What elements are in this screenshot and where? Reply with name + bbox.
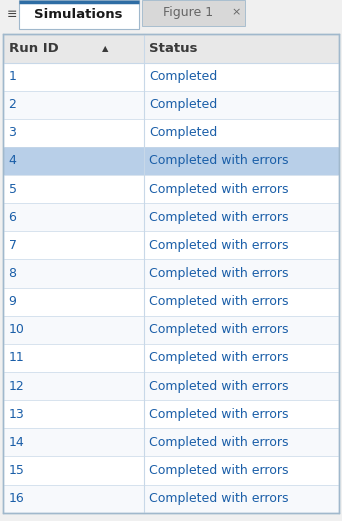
- FancyBboxPatch shape: [3, 344, 339, 372]
- Text: Completed with errors: Completed with errors: [149, 295, 289, 308]
- Text: Completed with errors: Completed with errors: [149, 464, 289, 477]
- Text: ×: ×: [231, 8, 241, 18]
- Text: 1: 1: [9, 70, 16, 83]
- FancyBboxPatch shape: [3, 316, 339, 344]
- Text: 3: 3: [9, 127, 16, 139]
- FancyBboxPatch shape: [3, 400, 339, 428]
- FancyBboxPatch shape: [3, 428, 339, 456]
- FancyBboxPatch shape: [3, 485, 339, 513]
- Text: Completed: Completed: [149, 98, 218, 111]
- Text: Figure 1: Figure 1: [163, 6, 213, 19]
- FancyBboxPatch shape: [3, 91, 339, 119]
- FancyBboxPatch shape: [3, 231, 339, 259]
- Text: 11: 11: [9, 352, 24, 364]
- FancyBboxPatch shape: [3, 203, 339, 231]
- Text: ≡: ≡: [7, 8, 17, 21]
- Text: ▲: ▲: [102, 44, 108, 53]
- Text: Completed with errors: Completed with errors: [149, 352, 289, 364]
- Text: 9: 9: [9, 295, 16, 308]
- Text: 15: 15: [9, 464, 24, 477]
- FancyBboxPatch shape: [3, 456, 339, 485]
- FancyBboxPatch shape: [0, 0, 342, 29]
- FancyBboxPatch shape: [3, 34, 339, 63]
- FancyBboxPatch shape: [3, 288, 339, 316]
- Text: 6: 6: [9, 211, 16, 224]
- Text: 16: 16: [9, 492, 24, 505]
- Text: Simulations: Simulations: [35, 8, 123, 21]
- Text: Completed with errors: Completed with errors: [149, 408, 289, 420]
- FancyBboxPatch shape: [19, 0, 139, 29]
- Text: Completed: Completed: [149, 70, 218, 83]
- Text: Completed with errors: Completed with errors: [149, 239, 289, 252]
- Text: 5: 5: [9, 183, 16, 195]
- Text: 13: 13: [9, 408, 24, 420]
- Text: Completed: Completed: [149, 127, 218, 139]
- Text: 7: 7: [9, 239, 16, 252]
- FancyBboxPatch shape: [142, 0, 245, 26]
- Text: 12: 12: [9, 380, 24, 392]
- Text: Completed with errors: Completed with errors: [149, 492, 289, 505]
- Text: Run ID: Run ID: [9, 42, 58, 55]
- FancyBboxPatch shape: [3, 63, 339, 91]
- Text: Completed with errors: Completed with errors: [149, 324, 289, 336]
- Text: Completed with errors: Completed with errors: [149, 155, 289, 167]
- Text: 14: 14: [9, 436, 24, 449]
- Text: Status: Status: [149, 42, 198, 55]
- Text: Completed with errors: Completed with errors: [149, 267, 289, 280]
- FancyBboxPatch shape: [3, 119, 339, 147]
- Text: Completed with errors: Completed with errors: [149, 380, 289, 392]
- Text: 2: 2: [9, 98, 16, 111]
- FancyBboxPatch shape: [3, 175, 339, 203]
- Text: Completed with errors: Completed with errors: [149, 436, 289, 449]
- FancyBboxPatch shape: [3, 372, 339, 400]
- Text: Completed with errors: Completed with errors: [149, 183, 289, 195]
- Text: 4: 4: [9, 155, 16, 167]
- Text: 10: 10: [9, 324, 24, 336]
- FancyBboxPatch shape: [3, 147, 339, 175]
- FancyBboxPatch shape: [3, 259, 339, 288]
- Text: Completed with errors: Completed with errors: [149, 211, 289, 224]
- Text: 8: 8: [9, 267, 16, 280]
